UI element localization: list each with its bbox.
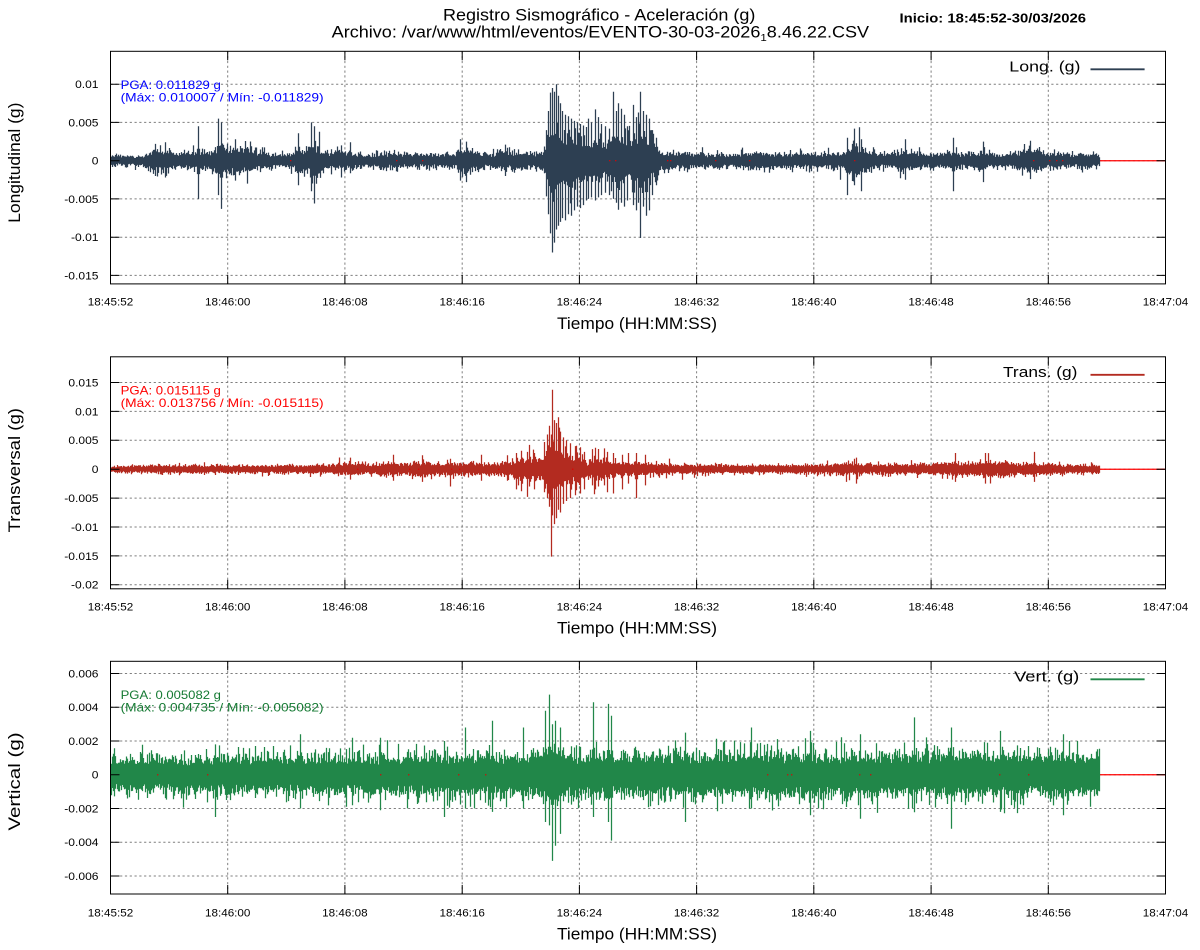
svg-text:-0.015: -0.015 [64, 270, 98, 282]
svg-text:18:46:32: 18:46:32 [674, 907, 719, 919]
svg-text:18:47:04: 18:47:04 [1143, 297, 1188, 309]
svg-text:18:46:08: 18:46:08 [322, 601, 367, 613]
svg-text:0.005: 0.005 [68, 435, 98, 447]
svg-text:Tiempo (HH:MM:SS): Tiempo (HH:MM:SS) [557, 315, 717, 333]
svg-text:18:46:48: 18:46:48 [908, 907, 953, 919]
svg-text:Registro Sismográfico - Aceler: Registro Sismográfico - Aceleración (g) [443, 6, 755, 24]
svg-text:18:46:00: 18:46:00 [205, 601, 250, 613]
svg-text:-0.004: -0.004 [64, 837, 98, 849]
svg-text:18:46:08: 18:46:08 [322, 907, 367, 919]
svg-text:18:46:00: 18:46:00 [205, 907, 250, 919]
svg-text:18:46:48: 18:46:48 [908, 297, 953, 309]
svg-text:18:46:40: 18:46:40 [791, 297, 836, 309]
svg-text:18:47:04: 18:47:04 [1143, 601, 1188, 613]
svg-text:18:46:00: 18:46:00 [205, 297, 250, 309]
svg-text:(Máx: 0.004735 / Mín: -0.00508: (Máx: 0.004735 / Mín: -0.005082) [121, 701, 324, 715]
svg-text:Tiempo (HH:MM:SS): Tiempo (HH:MM:SS) [557, 620, 717, 638]
svg-text:(Máx: 0.010007 / Mín: -0.01182: (Máx: 0.010007 / Mín: -0.011829) [121, 91, 324, 105]
svg-text:18:46:32: 18:46:32 [674, 297, 719, 309]
svg-text:18:46:32: 18:46:32 [674, 601, 719, 613]
svg-text:PGA: 0.015115 g: PGA: 0.015115 g [121, 384, 221, 398]
svg-text:-0.01: -0.01 [71, 232, 99, 244]
svg-text:18:46:56: 18:46:56 [1026, 297, 1071, 309]
svg-text:0.01: 0.01 [75, 406, 98, 418]
svg-text:18:46:56: 18:46:56 [1026, 601, 1071, 613]
svg-text:18:45:52: 18:45:52 [88, 907, 133, 919]
svg-text:Vertical (g): Vertical (g) [6, 732, 24, 830]
svg-text:0.002: 0.002 [68, 736, 98, 748]
svg-text:(Máx: 0.013756 / Mín: -0.01511: (Máx: 0.013756 / Mín: -0.015115) [121, 396, 324, 410]
svg-text:-0.02: -0.02 [71, 580, 99, 592]
svg-text:18:46:08: 18:46:08 [322, 297, 367, 309]
svg-text:18:46:56: 18:46:56 [1026, 907, 1071, 919]
svg-text:18:46:40: 18:46:40 [791, 601, 836, 613]
svg-text:0.005: 0.005 [68, 117, 98, 129]
svg-text:18:46:24: 18:46:24 [557, 601, 602, 613]
svg-text:-0.002: -0.002 [64, 803, 98, 815]
svg-text:18:46:16: 18:46:16 [440, 907, 485, 919]
svg-text:Transversal (g): Transversal (g) [6, 408, 24, 532]
svg-text:18:46:16: 18:46:16 [440, 601, 485, 613]
svg-text:-0.01: -0.01 [71, 522, 99, 534]
svg-text:Vert. (g): Vert. (g) [1014, 670, 1079, 686]
svg-text:Trans. (g): Trans. (g) [1003, 365, 1077, 381]
svg-text:PGA: 0.005082 g: PGA: 0.005082 g [121, 688, 221, 702]
svg-text:0.01: 0.01 [75, 79, 98, 91]
svg-text:Long. (g): Long. (g) [1009, 60, 1080, 76]
svg-text:18:46:48: 18:46:48 [908, 601, 953, 613]
svg-text:-0.005: -0.005 [64, 194, 98, 206]
svg-text:Tiempo (HH:MM:SS): Tiempo (HH:MM:SS) [557, 926, 717, 944]
svg-text:18:46:24: 18:46:24 [557, 907, 602, 919]
svg-text:18:46:16: 18:46:16 [440, 297, 485, 309]
svg-text:0.004: 0.004 [68, 702, 98, 714]
svg-text:0.015: 0.015 [68, 377, 98, 389]
svg-text:Inicio: 18:45:52-30/03/2026: Inicio: 18:45:52-30/03/2026 [900, 11, 1087, 26]
svg-text:PGA: 0.011829 g: PGA: 0.011829 g [121, 78, 221, 92]
svg-text:0.006: 0.006 [68, 668, 98, 680]
svg-text:18:46:40: 18:46:40 [791, 907, 836, 919]
svg-text:-0.006: -0.006 [64, 871, 98, 883]
svg-text:0: 0 [92, 770, 99, 782]
svg-text:-0.015: -0.015 [64, 551, 98, 563]
svg-text:Archivo: /var/www/html/eventos: Archivo: /var/www/html/eventos/EVENTO-30… [332, 23, 869, 44]
svg-text:18:45:52: 18:45:52 [88, 297, 133, 309]
svg-text:18:45:52: 18:45:52 [88, 601, 133, 613]
svg-text:0: 0 [92, 156, 99, 168]
svg-text:18:46:24: 18:46:24 [557, 297, 602, 309]
svg-text:0: 0 [92, 464, 99, 476]
svg-text:-0.005: -0.005 [64, 493, 98, 505]
svg-text:18:47:04: 18:47:04 [1143, 907, 1188, 919]
svg-text:Longitudinal (g): Longitudinal (g) [6, 103, 24, 223]
